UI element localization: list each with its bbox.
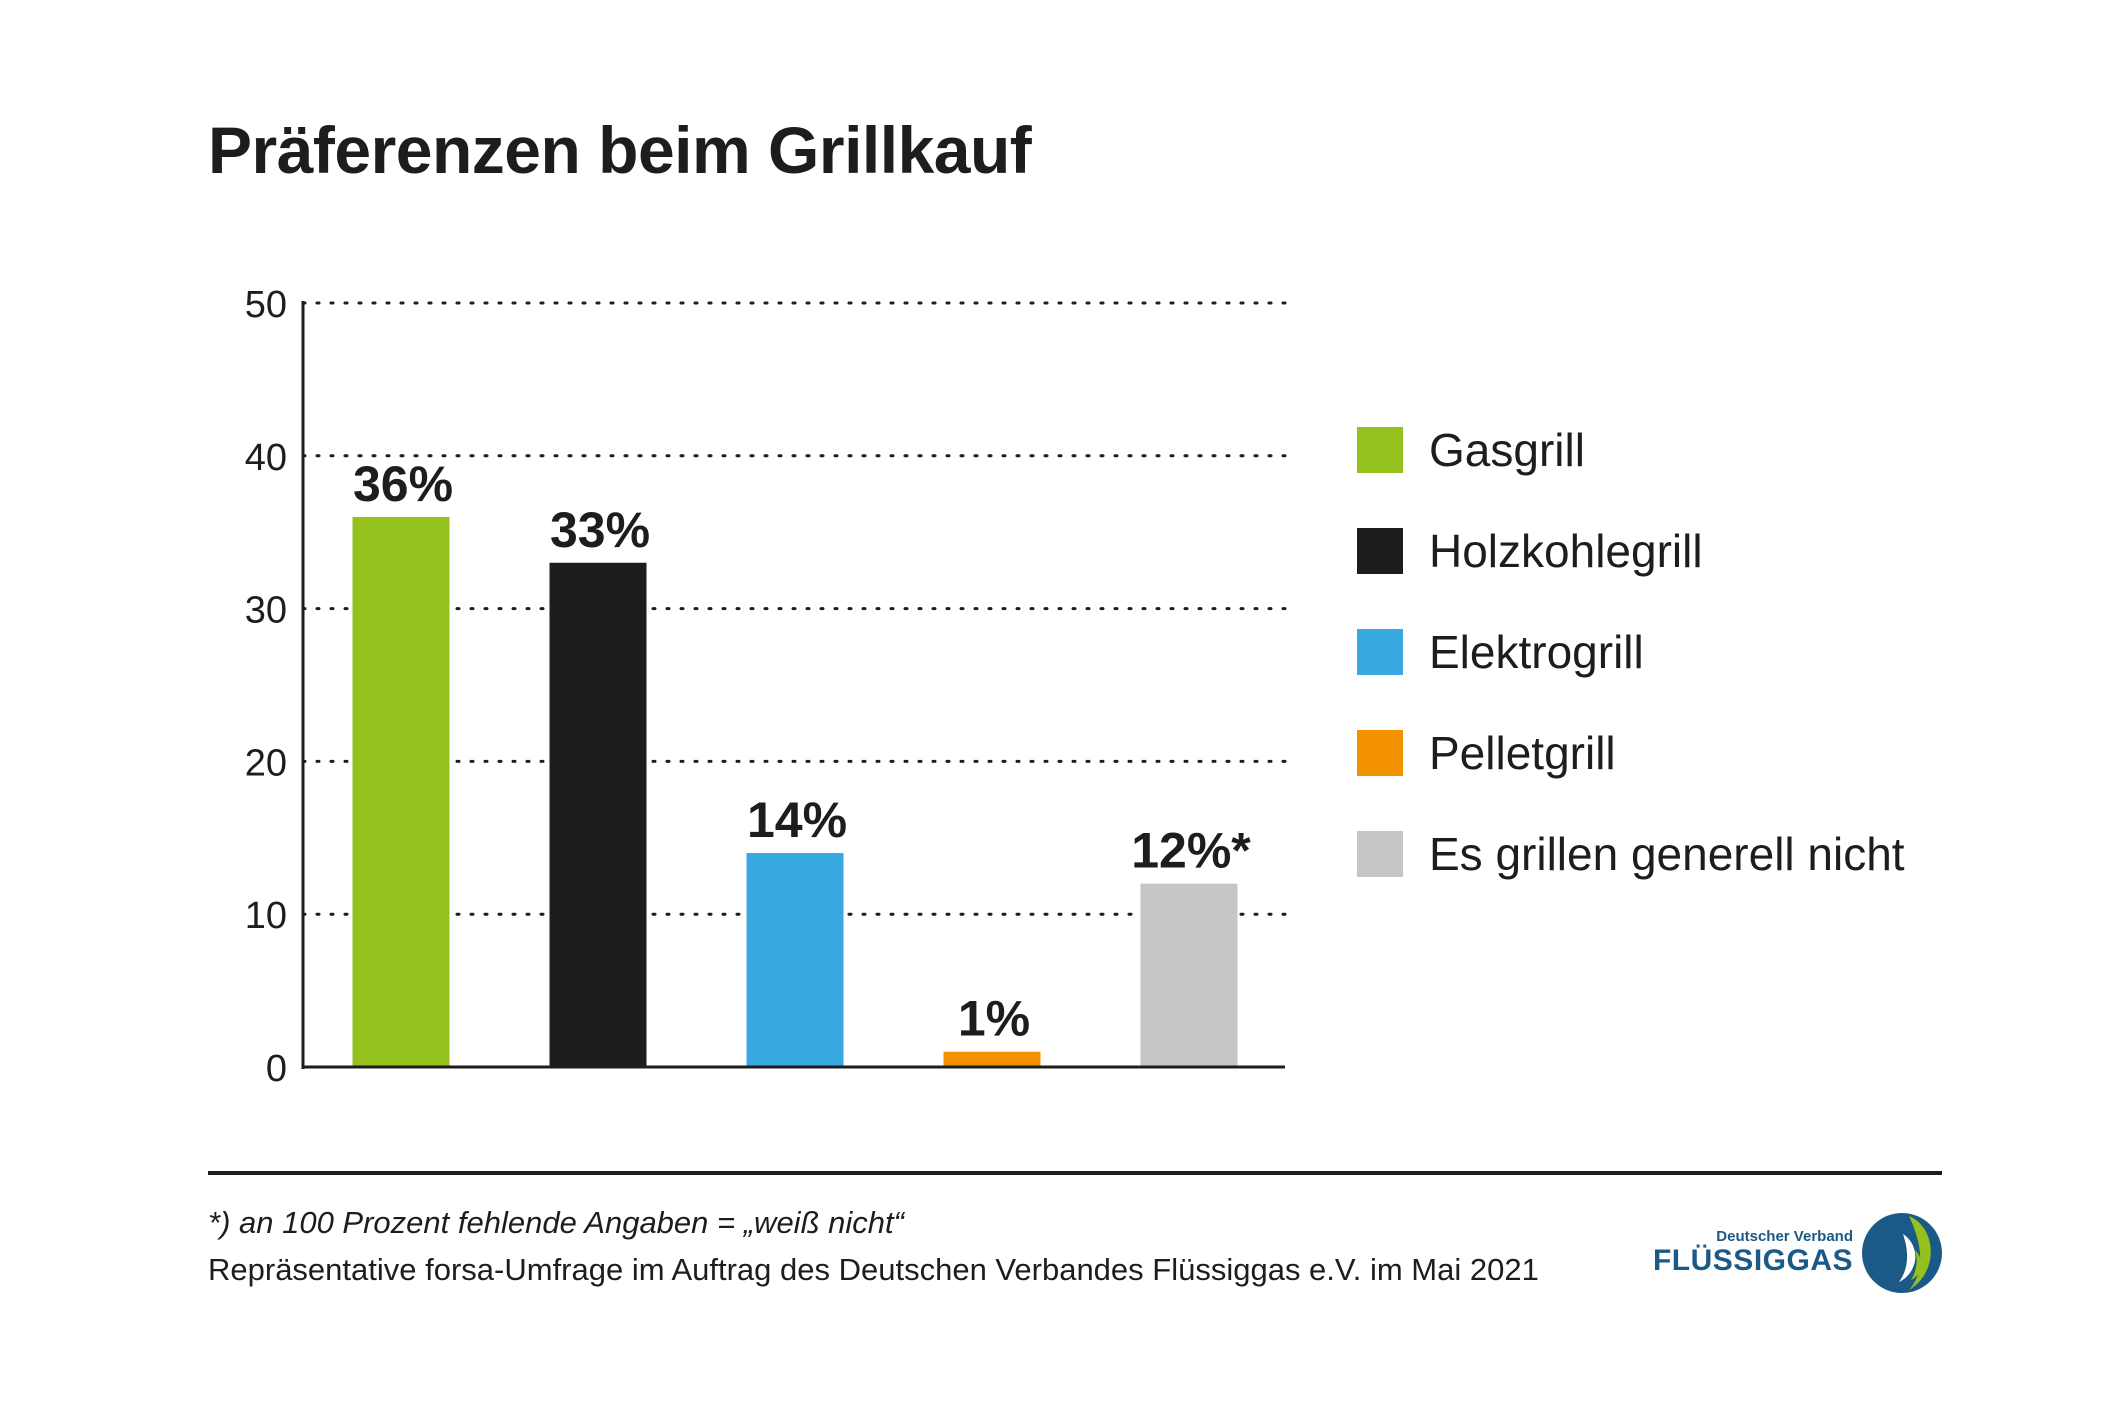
legend-label: Es grillen generell nicht — [1429, 828, 1905, 880]
bar-pelletgrill — [943, 1051, 1041, 1067]
legend-label: Pelletgrill — [1429, 727, 1616, 779]
legend-swatch — [1357, 427, 1403, 473]
logo-text-line2: FLÜSSIGGAS — [1652, 1244, 1853, 1277]
y-tick-label: 30 — [245, 590, 287, 632]
data-label: 1% — [958, 991, 1030, 1047]
y-tick-label: 20 — [245, 742, 287, 784]
bar-elektrogrill — [746, 853, 844, 1067]
legend: Gasgrill Holzkohlegrill Elektrogrill Pellet… — [1357, 424, 1905, 880]
source-note: Repräsentative forsa-Umfrage im Auftrag … — [208, 1252, 1539, 1287]
y-tick-label: 10 — [245, 895, 287, 937]
y-axis-ticks: 0 10 20 30 40 50 — [245, 284, 287, 1090]
data-label: 36% — [353, 456, 453, 512]
legend-label: Holzkohlegrill — [1429, 525, 1703, 577]
y-tick-label: 0 — [266, 1048, 287, 1090]
legend-label: Gasgrill — [1429, 424, 1585, 476]
data-label: 12%* — [1131, 823, 1251, 879]
flame-logo-icon — [1862, 1213, 1942, 1293]
bar-gasgrill — [352, 516, 450, 1067]
legend-swatch — [1357, 528, 1403, 574]
bars — [352, 516, 1238, 1067]
y-tick-label: 50 — [245, 284, 287, 326]
bar-holzkohlegrill — [549, 562, 647, 1067]
data-labels: 36% 33% 14% 1% 12%* — [353, 456, 1251, 1047]
legend-swatch — [1357, 831, 1403, 877]
logo-dvfg: Deutscher Verband FLÜSSIGGAS — [1652, 1208, 1945, 1298]
legend-swatch — [1357, 629, 1403, 675]
data-label: 14% — [747, 792, 847, 848]
axes — [301, 301, 1285, 1069]
legend-swatch — [1357, 730, 1403, 776]
bar-es-grillen-generell-nicht — [1140, 883, 1238, 1067]
footer-divider — [208, 1171, 1942, 1175]
legend-label: Elektrogrill — [1429, 626, 1644, 678]
chart-title: Präferenzen beim Grillkauf — [208, 113, 1032, 187]
footnote: *) an 100 Prozent fehlende Angaben = „we… — [208, 1205, 904, 1240]
y-tick-label: 40 — [245, 437, 287, 479]
logo-text-line1: Deutscher Verband — [1716, 1228, 1853, 1245]
data-label: 33% — [550, 502, 650, 558]
bar-chart: 36% 33% 14% 1% 12%* 0 10 20 30 40 50 Gasgrill Holz… — [245, 284, 1905, 1090]
